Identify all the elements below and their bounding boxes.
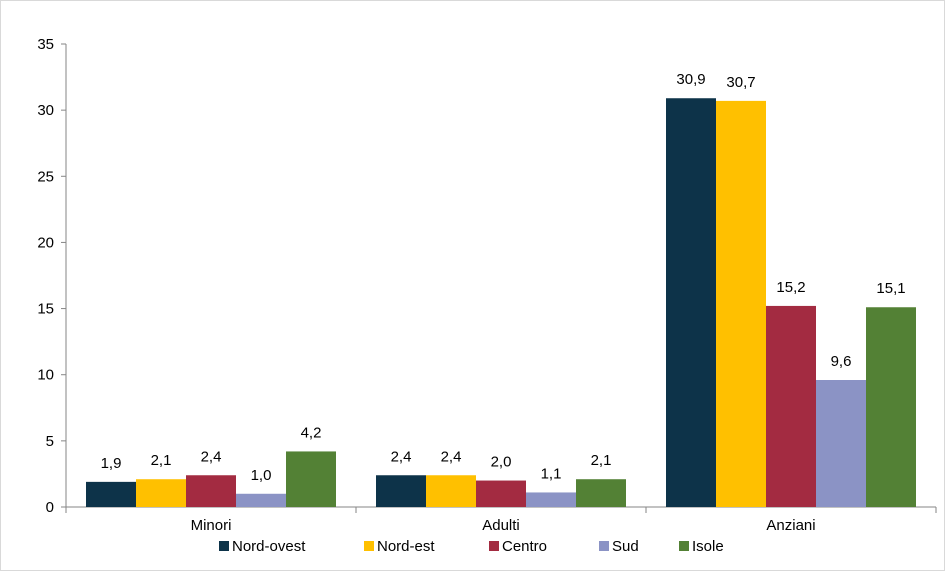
legend-label: Nord-ovest [232,538,306,555]
x-tick-label: Adulti [482,517,520,534]
legend-swatch [489,541,499,551]
bars [86,98,916,507]
bar [86,481,136,507]
data-labels: 1,9 2,1 2,4 1,0 4,2 2,4 2,4 2,0 1,1 2,1 30,9 30,7 15… [101,71,906,484]
data-label: 30,9 [676,71,705,88]
data-label: 2,0 [491,454,512,471]
data-label: 1,1 [541,465,562,482]
bar [816,380,866,507]
bar [236,493,286,507]
data-label: 15,1 [876,280,905,297]
bar [476,480,526,507]
legend-label: Isole [692,538,724,555]
x-tick-label: Anziani [766,517,815,534]
data-label: 2,4 [391,448,412,465]
data-label: 4,2 [301,424,322,441]
bar [666,98,716,507]
legend-swatch [679,541,689,551]
y-tick-label: 35 [37,36,54,53]
y-tick-label: 10 [37,367,54,384]
y-tick-label: 20 [37,234,54,251]
data-label: 1,0 [251,467,272,484]
bar [136,479,186,507]
legend-swatch [599,541,609,551]
bar [186,475,236,507]
bar [376,475,426,507]
data-label: 2,1 [151,452,172,469]
bar [716,100,766,507]
y-tick-label: 30 [37,102,54,119]
legend-label: Centro [502,538,547,555]
data-label: 9,6 [831,353,852,370]
data-label: 2,4 [201,448,222,465]
legend-swatch [219,541,229,551]
bar [426,475,476,507]
bar [576,479,626,507]
y-tick-label: 15 [37,301,54,318]
bar [286,451,336,507]
bar [526,492,576,507]
legend-label: Nord-est [377,538,435,555]
legend: Nord-ovest Nord-est Centro Sud Isole [219,538,724,555]
data-label: 2,4 [441,448,462,465]
bar [866,307,916,507]
data-label: 2,1 [591,452,612,469]
legend-label: Sud [612,538,639,555]
bar [766,305,816,507]
legend-swatch [364,541,374,551]
y-tick-label: 0 [46,499,54,516]
data-label: 15,2 [776,279,805,296]
data-label: 30,7 [726,74,755,91]
data-label: 1,9 [101,455,122,472]
x-tick-label: Minori [191,517,232,534]
y-tick-label: 25 [37,168,54,185]
y-tick-label: 5 [46,433,54,450]
